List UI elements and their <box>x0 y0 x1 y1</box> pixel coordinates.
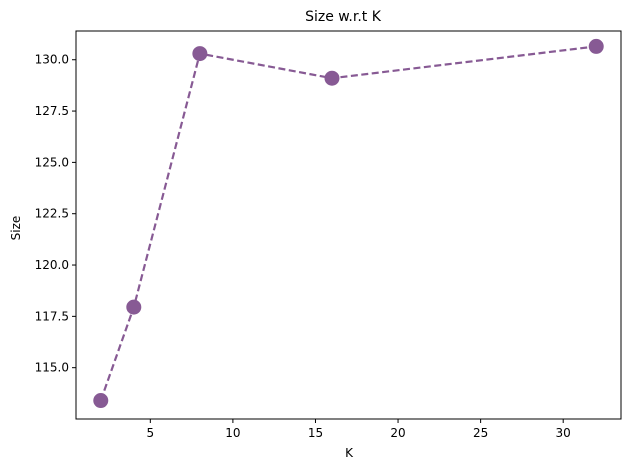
axes-frame <box>75 30 622 420</box>
data-point <box>588 38 604 54</box>
x-axis-label: K <box>345 446 354 460</box>
data-point <box>93 393 109 409</box>
y-tick-label: 117.5 <box>35 309 69 323</box>
y-tick-label: 130.0 <box>35 53 69 67</box>
y-axis-label: Size <box>9 216 23 241</box>
x-tick-label: 30 <box>556 426 571 440</box>
chart-title: Size w.r.t K <box>305 9 382 25</box>
plot-area: 5 10 15 20 25 30 115.0 117.5 120.0 122.5 125.0 127.… <box>35 30 622 440</box>
y-tick-label: 127.5 <box>35 104 69 118</box>
data-point <box>324 70 340 86</box>
y-tick-label: 125.0 <box>35 155 69 169</box>
y-tick-label: 122.5 <box>35 207 69 221</box>
x-tick-label: 20 <box>390 426 405 440</box>
x-tick-label: 10 <box>225 426 240 440</box>
x-tick-label: 5 <box>146 426 154 440</box>
y-tick-label: 115.0 <box>35 361 69 375</box>
data-point <box>126 299 142 315</box>
x-tick-label: 15 <box>308 426 323 440</box>
x-tick-label: 25 <box>473 426 488 440</box>
data-point <box>192 46 208 62</box>
y-tick-label: 120.0 <box>35 258 69 272</box>
